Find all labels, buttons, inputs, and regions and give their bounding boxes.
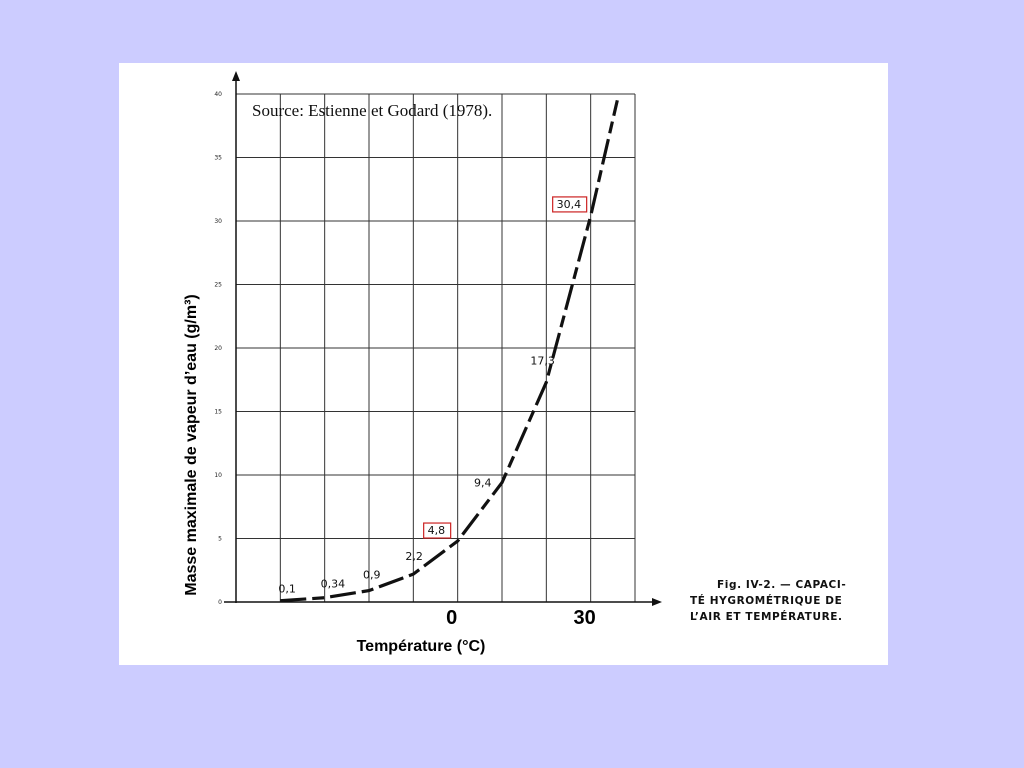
x-axis-title: Température (°C) [357, 638, 486, 655]
point-label: 2,2 [405, 550, 423, 563]
x-tick-label: 0 [446, 607, 457, 629]
caption-line-3: L’AIR ET TEMPÉRATURE. [690, 610, 843, 623]
y-tick-label: 40 [214, 91, 222, 98]
point-highlight-box [423, 522, 452, 539]
caption-line-1: Fig. IV-2. — CAPACI- [717, 579, 846, 591]
point-label: 0,9 [363, 569, 381, 582]
point-label: 4,8 [428, 524, 446, 537]
y-tick-label: 20 [214, 345, 222, 352]
point-labels: 0,1 0,34 0,9 2,2 4,8 9,4 17,3 30,4 [278, 196, 588, 596]
y-tick-label: 30 [214, 218, 222, 225]
x-tick-label: 30 [574, 607, 596, 629]
point-label: 9,4 [474, 477, 492, 490]
caption: Fig. IV-2. — CAPACI- TÉ HYGROMÉTRIQUE DE… [690, 579, 846, 623]
x-axis-arrow [652, 598, 662, 606]
caption-line-2: TÉ HYGROMÉTRIQUE DE [690, 594, 842, 607]
y-axis-title: Masse maximale de vapeur d’eau (g/m³) [183, 294, 200, 595]
y-tick-label: 25 [214, 282, 222, 289]
y-tick-label: 35 [214, 155, 222, 162]
axes [224, 71, 662, 606]
y-tick-label: 0 [218, 599, 222, 606]
curve-line [280, 99, 619, 603]
y-tick-label: 15 [214, 409, 222, 416]
x-tick-labels: 0 30 [446, 607, 596, 629]
y-tick-label: 10 [214, 472, 222, 479]
point-label: 0,34 [321, 578, 346, 591]
y-tick-label: 5 [218, 536, 222, 543]
chart: 0 5 10 15 20 25 30 35 40 0,1 0,34 0,9 2,2 4,8 9,4 17,3… [183, 71, 846, 655]
figure-card: 0 5 10 15 20 25 30 35 40 0,1 0,34 0,9 2,2 4,8 9,4 17,3… [119, 63, 888, 665]
y-axis-arrow [232, 71, 240, 81]
point-highlight-box [552, 196, 588, 213]
source-note: Source: Estienne et Godard (1978). [252, 101, 492, 120]
grid [236, 93, 636, 602]
point-label: 0,1 [278, 583, 296, 596]
y-tick-labels: 0 5 10 15 20 25 30 35 40 [214, 91, 222, 606]
point-label: 30,4 [557, 198, 582, 211]
point-label: 17,3 [530, 354, 555, 367]
